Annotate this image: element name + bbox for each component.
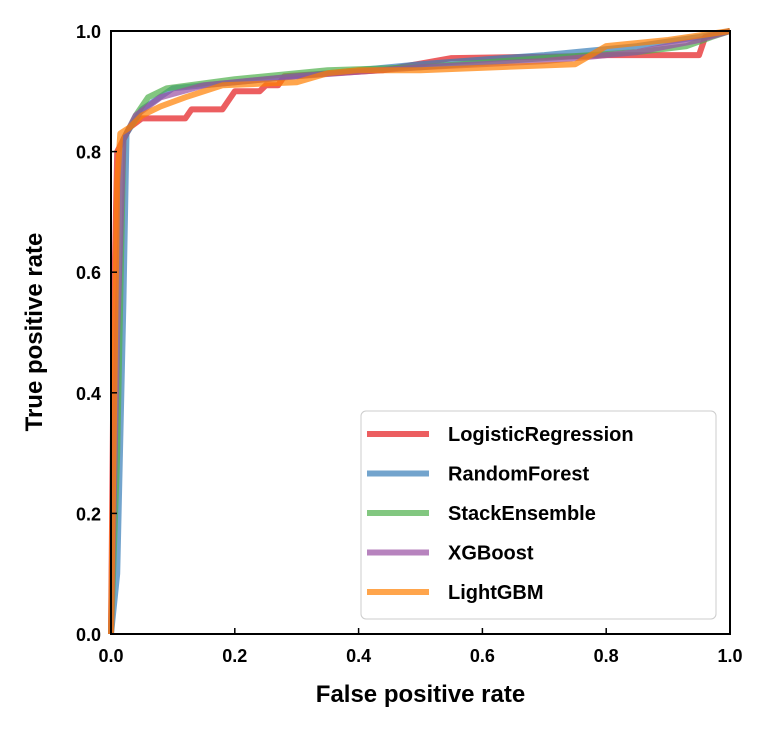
- y-axis-label: True positive rate: [21, 233, 48, 432]
- x-tick-label-4: 0.8: [594, 646, 619, 666]
- legend-label-4: LightGBM: [448, 582, 544, 604]
- series-line-3: [108, 28, 731, 635]
- y-tick-label-5: 1.0: [76, 22, 101, 42]
- x-tick-label-3: 0.6: [470, 646, 495, 666]
- series-line-4: [108, 28, 731, 635]
- legend-label-1: RandomForest: [448, 464, 589, 486]
- x-tick-label-5: 1.0: [717, 646, 742, 666]
- series-layer: [108, 28, 731, 635]
- x-tick-label-0: 0.0: [98, 646, 123, 666]
- x-tick-label-2: 0.4: [346, 646, 371, 666]
- plot-frame: [110, 30, 731, 635]
- legend-label-2: StackEnsemble: [448, 503, 596, 525]
- legend: LogisticRegression RandomForest StackEnsem…: [360, 410, 717, 620]
- x-axis-label: False positive rate: [316, 681, 525, 708]
- y-tick-label-0: 0.0: [76, 625, 101, 645]
- ticks-layer: 0.0 0.2 0.4 0.6 0.8 1.0 0.0 0.2 0.4 0.6 0.8 1.0: [76, 22, 743, 666]
- legend-frame: [360, 410, 717, 620]
- legend-label-3: XGBoost: [448, 543, 534, 565]
- x-tick-label-1: 0.2: [222, 646, 247, 666]
- y-tick-label-1: 0.2: [76, 504, 101, 524]
- y-tick-label-2: 0.4: [76, 384, 101, 404]
- y-tick-label-4: 0.8: [76, 143, 101, 163]
- y-tick-label-3: 0.6: [76, 263, 101, 283]
- legend-label-0: LogisticRegression: [448, 424, 634, 446]
